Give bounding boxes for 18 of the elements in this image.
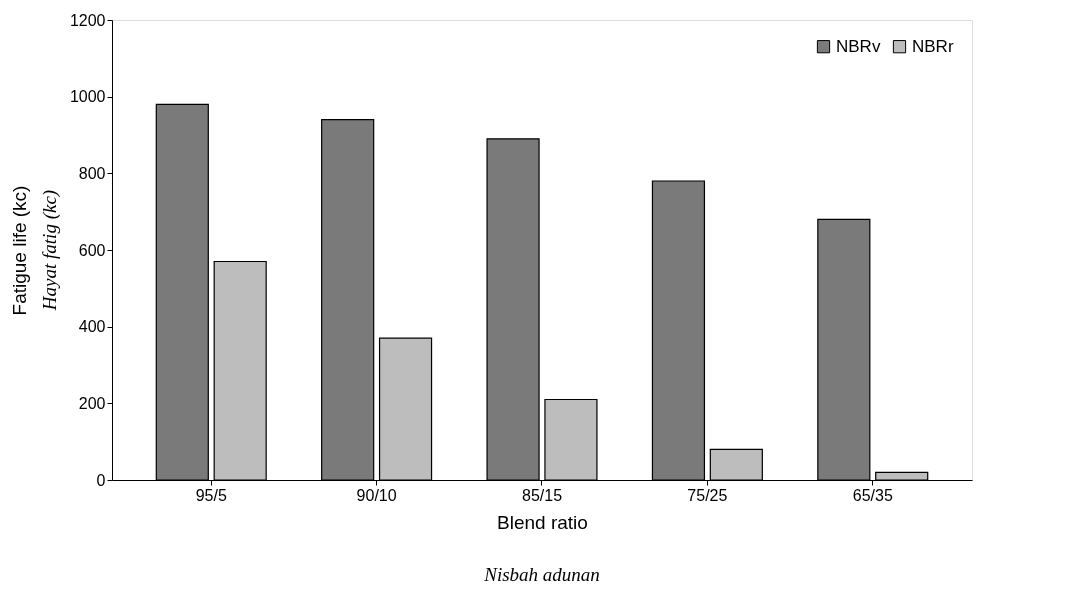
y-tick-label: 200: [78, 394, 106, 412]
text: Nisbah adunan: [483, 564, 600, 585]
y-tick-label: 1000: [69, 88, 106, 106]
x-tick-label: 90/10: [356, 486, 397, 504]
legend-label: NBRv: [836, 36, 881, 56]
text: Hayat fatig (kc): [39, 189, 61, 312]
x-tick-label: 95/5: [195, 486, 227, 504]
y-axis-title: Fatigue life (kc): [8, 185, 30, 316]
y-tick-label: 600: [78, 241, 106, 259]
legend-label: NBRr: [912, 36, 954, 56]
y-tick-label: 800: [78, 164, 106, 182]
y-tick-label: 0: [96, 471, 106, 489]
x-tick-label: 65/35: [852, 486, 893, 504]
x-tick-label: 85/15: [521, 486, 563, 504]
y-tick-label: 1200: [69, 11, 106, 29]
x-axis-title: Blend ratio: [497, 511, 588, 533]
x-tick-label: 75/25: [687, 486, 728, 504]
y-tick-label: 400: [78, 318, 106, 336]
